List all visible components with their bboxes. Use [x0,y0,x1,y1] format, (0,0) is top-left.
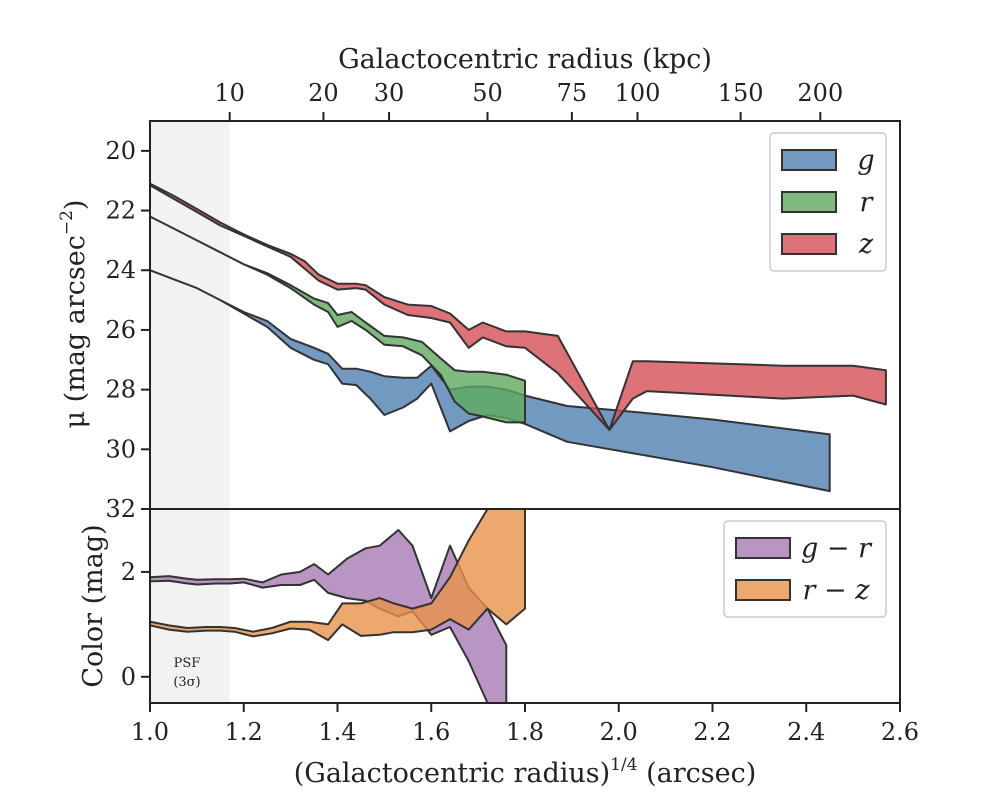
band-z [150,182,887,431]
top-tick-label: 10 [214,79,245,107]
x-tick-label: 1.6 [412,718,450,746]
surface-brightness-panel: 20 22 24 26 28 30 32 grz 10 20 30 50 75 100 150 200 [105,79,901,523]
upper-y-axis-title: μ (mag arcsec−2) [57,200,91,429]
band-g-r [150,529,508,703]
psf-label-sigma: (3σ) [173,675,200,690]
legend-label: z [858,229,874,260]
top-tick-label: 30 [374,79,405,107]
svg-text:(Galactocentric radius)1/4 (ar: (Galactocentric radius)1/4 (arcsec) [294,755,757,789]
top-tick-label: 20 [308,79,339,107]
legend-label: g [857,145,874,176]
psf-shaded-region [150,121,230,509]
lower-y-axis-title: Color (mag) [78,524,109,687]
legend-swatch [735,579,791,601]
y-tick-label: 22 [105,197,136,225]
y-tick-label: 26 [105,316,136,344]
y-tick-label: 30 [105,435,136,463]
bottom-axis-title-unit: (arcsec) [638,758,757,789]
x-tick-label: 2.2 [693,718,731,746]
y-tick-label: 32 [105,495,136,523]
bottom-axis-title: (Galactocentric radius)1/4 (arcsec) [294,755,757,789]
legend-label: g − r [801,533,873,564]
upper-y-axis-title-exponent: −2 [57,210,77,235]
x-tick-label: 1.8 [506,718,544,746]
x-tick-label: 1.0 [131,718,169,746]
top-tick-label: 50 [472,79,503,107]
band-g [150,269,831,493]
legend-swatch [781,191,837,213]
top-axis-title: Galactocentric radius (kpc) [338,44,712,75]
top-tick-label: 75 [557,79,588,107]
top-tick-label: 150 [718,79,764,107]
psf-shaded-region [150,509,230,703]
y-tick-label: 0 [121,663,136,691]
x-tick-label: 2.0 [600,718,638,746]
legend-label: r − z [803,575,871,606]
band-r-z [150,509,526,642]
legend-label: r [860,187,875,218]
bottom-axis-title-main: (Galactocentric radius) [294,758,610,789]
top-tick-label: 100 [615,79,661,107]
upper-y-axis-title-close: ) [60,200,91,211]
top-tick-label: 200 [797,79,843,107]
x-tick-label: 2.4 [787,718,825,746]
color-profile-panel: PSF (3σ) 0 2 g − r r − z 1.0 1.2 1.4 1.6 1.8 2.0 2.2… [121,508,919,746]
y-tick-label: 28 [105,376,136,404]
legend-swatch [735,537,791,559]
psf-label: PSF [174,656,201,671]
y-tick-label: 2 [121,558,136,586]
y-tick-label: 20 [105,137,136,165]
x-tick-label: 2.6 [881,718,919,746]
y-tick-label: 24 [105,256,136,284]
upper-y-axis-title-main: μ (mag arcsec [60,235,91,428]
band-r [150,215,526,424]
x-tick-label: 1.4 [318,718,356,746]
legend: grz [769,132,887,272]
legend-swatch [781,149,837,171]
legend-swatch [781,233,837,255]
legend: g − r r − z [723,520,887,618]
x-tick-label: 1.2 [225,718,263,746]
bottom-axis-title-exponent: 1/4 [610,755,637,775]
